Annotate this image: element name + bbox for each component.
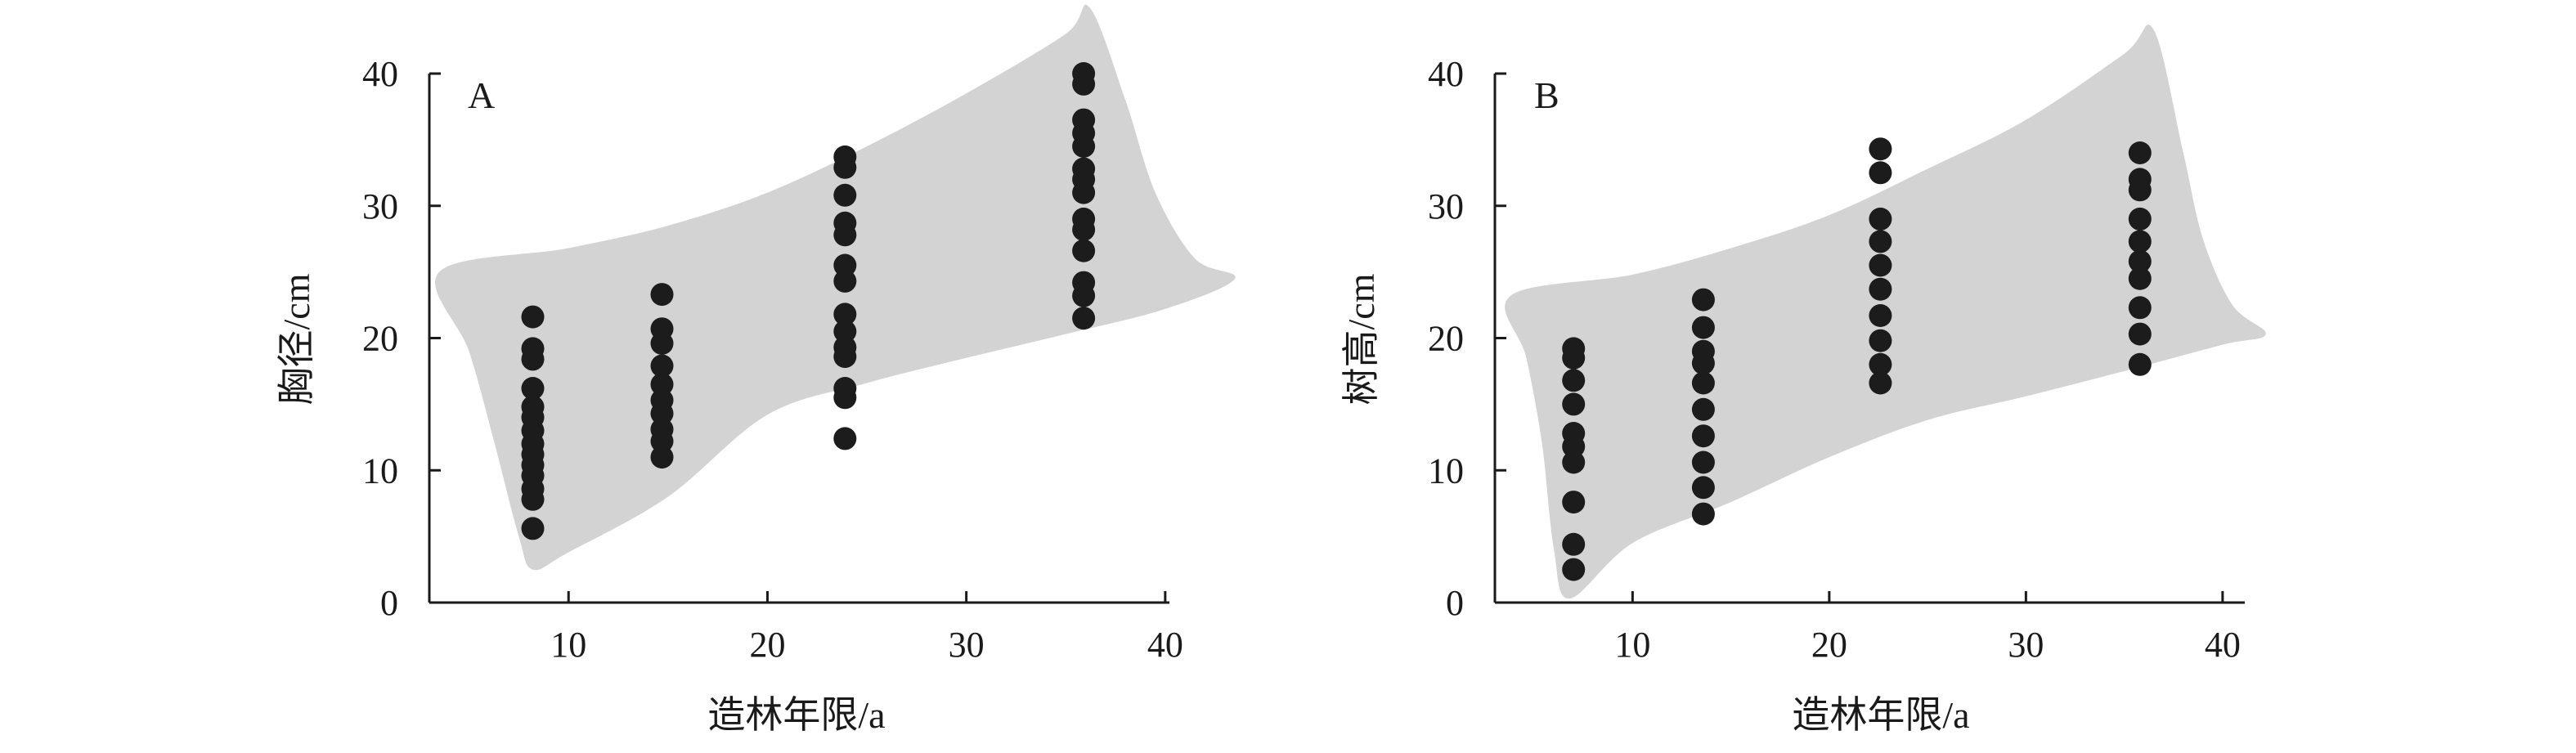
data-point <box>2128 178 2152 202</box>
data-point <box>833 427 857 450</box>
data-point <box>650 401 674 425</box>
y-tick-label: 10 <box>1428 450 1464 491</box>
x-tick-label: 20 <box>749 625 785 665</box>
data-point <box>2128 352 2152 376</box>
x-tick-label: 40 <box>2205 625 2241 665</box>
data-point <box>1562 558 1586 581</box>
data-point <box>1869 137 1892 161</box>
y-axis-title: 树高/cm <box>1340 273 1382 405</box>
data-point <box>1072 284 1096 307</box>
data-point <box>1869 230 1892 253</box>
data-point <box>1562 435 1586 459</box>
data-point <box>1691 371 1715 395</box>
x-axis-title: 造林年限/a <box>1792 694 1969 736</box>
x-axis-title: 造林年限/a <box>707 694 885 736</box>
data-point <box>650 446 674 469</box>
data-point <box>2128 230 2152 253</box>
x-tick-label: 10 <box>550 625 586 665</box>
y-tick-label: 0 <box>380 583 398 623</box>
data-point <box>1869 207 1892 231</box>
data-point <box>1691 316 1715 339</box>
prediction-band <box>435 4 1236 571</box>
data-point <box>1869 329 1892 352</box>
data-point <box>521 517 545 540</box>
data-point <box>521 305 545 329</box>
data-point <box>833 386 857 410</box>
data-point <box>2128 322 2152 346</box>
data-point <box>833 253 857 277</box>
data-point <box>1072 135 1096 158</box>
x-tick-label: 30 <box>949 625 985 665</box>
data-point <box>1691 450 1715 474</box>
y-tick-label: 40 <box>362 54 398 94</box>
data-point <box>2128 267 2152 290</box>
y-tick-label: 30 <box>1428 186 1464 226</box>
data-point <box>1562 369 1586 392</box>
panel-label: A <box>468 74 495 116</box>
y-axis-title: 胸径/cm <box>276 273 317 405</box>
y-tick-label: 30 <box>362 186 398 226</box>
data-point <box>1072 72 1096 96</box>
data-point <box>833 320 857 343</box>
data-point <box>521 347 545 371</box>
y-tick-label: 20 <box>1428 319 1464 359</box>
y-tick-label: 0 <box>1446 583 1464 623</box>
data-point <box>1869 352 1892 376</box>
data-point <box>1869 161 1892 185</box>
data-point <box>521 377 545 400</box>
data-point <box>2128 249 2152 273</box>
data-point <box>833 269 857 293</box>
x-tick-label: 20 <box>1811 625 1847 665</box>
x-tick-label: 30 <box>2008 625 2044 665</box>
panel-label: B <box>1534 74 1560 116</box>
data-point <box>833 223 857 247</box>
data-point <box>2128 207 2152 231</box>
data-point <box>833 303 857 326</box>
data-point <box>1072 181 1096 204</box>
data-point <box>1869 277 1892 301</box>
data-point <box>521 487 545 511</box>
panel-b: 10 20 30 40 0 10 20 30 40 B 造林年限/a 树高/cm <box>1340 25 2266 736</box>
panel-a: 10 20 30 40 0 10 20 30 40 A 造林年限/a 胸径/cm <box>276 4 1236 736</box>
data-point <box>833 345 857 369</box>
x-tick-label: 10 <box>1614 625 1650 665</box>
data-point <box>650 332 674 355</box>
data-point <box>1562 532 1586 556</box>
data-point <box>650 429 674 453</box>
data-point <box>1869 304 1892 327</box>
data-point <box>2128 141 2152 164</box>
data-point <box>1072 239 1096 262</box>
data-point <box>1562 450 1586 474</box>
data-point <box>1691 397 1715 421</box>
data-point <box>2128 296 2152 320</box>
data-point <box>833 155 857 179</box>
data-point <box>1869 253 1892 277</box>
data-point <box>833 183 857 207</box>
data-point <box>1562 392 1586 416</box>
data-point <box>650 283 674 307</box>
y-tick-label: 10 <box>362 450 398 491</box>
data-point <box>1562 491 1586 514</box>
y-tick-label: 20 <box>362 319 398 359</box>
data-point <box>1691 424 1715 448</box>
data-point <box>1691 476 1715 500</box>
data-point <box>1072 217 1096 241</box>
data-point <box>650 354 674 378</box>
data-point <box>650 373 674 397</box>
data-point <box>1562 346 1586 370</box>
data-point <box>1691 288 1715 312</box>
data-point <box>1691 352 1715 375</box>
data-point <box>1869 371 1892 395</box>
x-tick-label: 40 <box>1147 625 1183 665</box>
data-point <box>1072 307 1096 330</box>
y-tick-label: 40 <box>1428 54 1464 94</box>
data-point <box>1691 502 1715 526</box>
